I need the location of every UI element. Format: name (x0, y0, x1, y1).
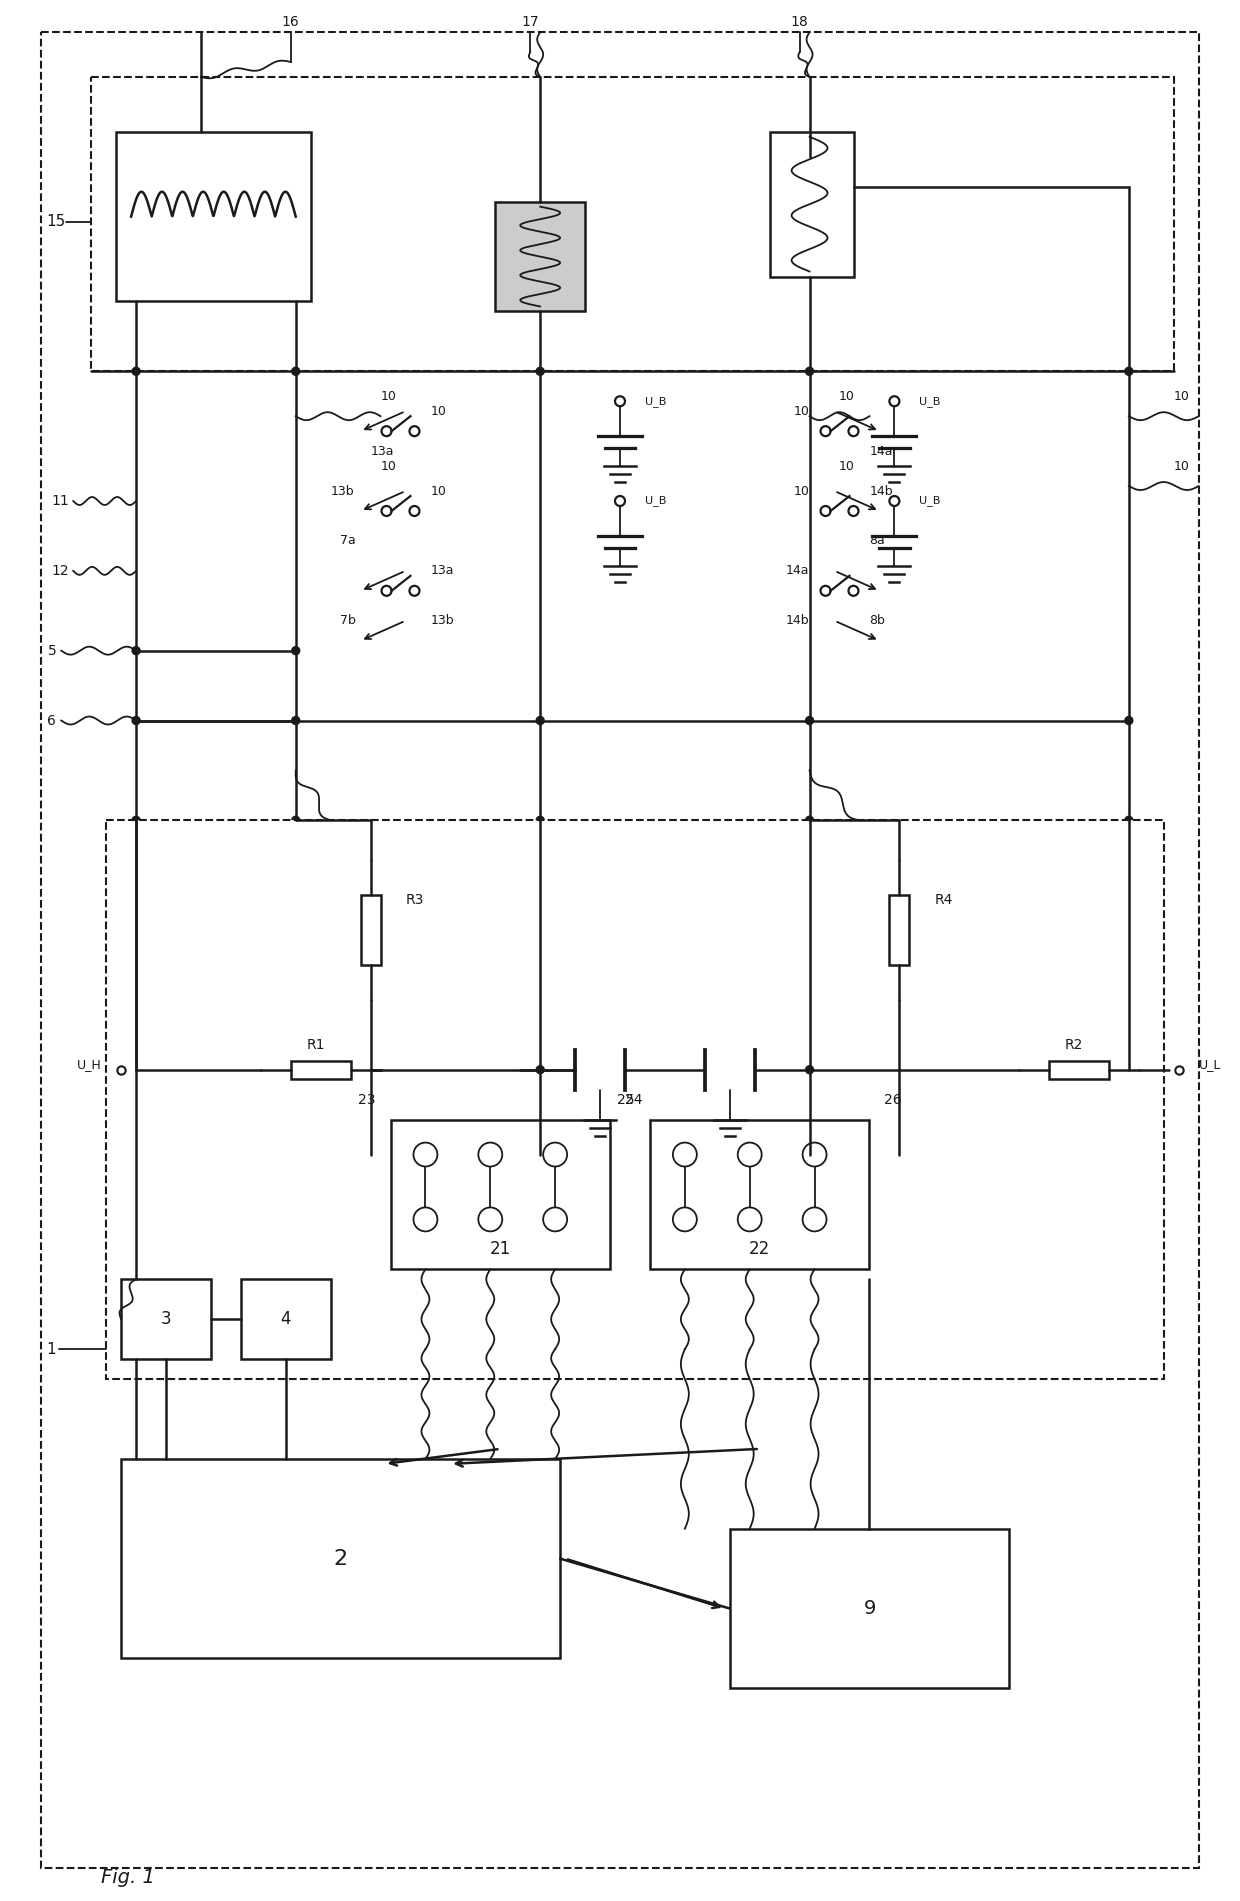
Text: 1: 1 (46, 1342, 56, 1357)
Bar (117, 131, 311, 302)
Circle shape (133, 646, 140, 654)
Text: U_B: U_B (919, 395, 941, 407)
Text: 11: 11 (52, 494, 69, 508)
Circle shape (806, 717, 813, 724)
Bar (1049, 1061, 1109, 1078)
Circle shape (536, 717, 544, 724)
Text: 14a: 14a (786, 565, 810, 578)
Text: 6: 6 (47, 713, 56, 728)
Text: U_B: U_B (919, 496, 941, 506)
Text: 7b: 7b (340, 614, 356, 627)
Text: 3: 3 (161, 1310, 171, 1329)
Text: 10: 10 (1174, 460, 1189, 473)
Text: 16: 16 (281, 15, 300, 29)
Bar (92, 76, 1174, 371)
Bar (730, 1528, 1009, 1688)
Text: 8a: 8a (869, 534, 885, 547)
Bar (391, 1120, 610, 1270)
Text: 14a: 14a (869, 445, 893, 458)
Circle shape (291, 646, 300, 654)
Text: R3: R3 (405, 893, 424, 907)
Text: 4: 4 (280, 1310, 291, 1329)
Text: 12: 12 (52, 565, 69, 578)
Bar (650, 1120, 869, 1270)
Text: 10: 10 (1174, 390, 1189, 403)
Text: 5: 5 (47, 644, 56, 658)
Text: 13b: 13b (430, 614, 454, 627)
Circle shape (1125, 717, 1133, 724)
Text: 17: 17 (521, 15, 539, 29)
Text: 2: 2 (334, 1549, 347, 1568)
Text: U_B: U_B (645, 395, 666, 407)
Text: 24: 24 (625, 1093, 642, 1106)
Text: R4: R4 (934, 893, 952, 907)
Text: 21: 21 (490, 1239, 511, 1258)
Circle shape (536, 816, 544, 825)
Text: U_B: U_B (645, 496, 666, 506)
Text: U_H: U_H (77, 1059, 102, 1072)
Circle shape (536, 1066, 544, 1074)
Text: 13b: 13b (331, 485, 355, 498)
Circle shape (806, 816, 813, 825)
Text: 10: 10 (430, 485, 446, 498)
Text: R2: R2 (1065, 1038, 1084, 1051)
Circle shape (133, 816, 140, 825)
Circle shape (1125, 367, 1133, 374)
Text: 25: 25 (618, 1093, 635, 1106)
Text: 15: 15 (47, 215, 66, 230)
Text: R1: R1 (306, 1038, 325, 1051)
Circle shape (291, 367, 300, 374)
Text: 10: 10 (430, 405, 446, 418)
Text: 10: 10 (794, 405, 810, 418)
Text: 10: 10 (381, 390, 397, 403)
Text: 14b: 14b (869, 485, 893, 498)
Bar (770, 131, 854, 276)
Text: 7a: 7a (340, 534, 356, 547)
Text: 23: 23 (358, 1093, 376, 1106)
Bar (361, 895, 381, 966)
Text: U_L: U_L (1199, 1059, 1221, 1072)
Bar (122, 1458, 560, 1658)
Circle shape (536, 367, 544, 374)
Bar (495, 202, 585, 312)
Text: 13a: 13a (371, 445, 394, 458)
Text: 14b: 14b (786, 614, 810, 627)
Bar (122, 1279, 211, 1359)
Circle shape (291, 717, 300, 724)
Text: Fig. 1: Fig. 1 (102, 1869, 155, 1888)
Bar (290, 1061, 351, 1078)
Text: 8b: 8b (869, 614, 885, 627)
Text: 18: 18 (791, 15, 808, 29)
Circle shape (806, 1066, 813, 1074)
Circle shape (133, 367, 140, 374)
Bar (107, 821, 1164, 1378)
Circle shape (291, 816, 300, 825)
Text: 26: 26 (884, 1093, 901, 1106)
Bar (889, 895, 909, 966)
Bar (241, 1279, 331, 1359)
Text: 10: 10 (838, 460, 854, 473)
Circle shape (133, 717, 140, 724)
Text: 10: 10 (794, 485, 810, 498)
Circle shape (1125, 816, 1133, 825)
Text: 10: 10 (381, 460, 397, 473)
Circle shape (806, 367, 813, 374)
Text: 13a: 13a (430, 565, 454, 578)
Text: 10: 10 (838, 390, 854, 403)
Text: 9: 9 (863, 1599, 875, 1618)
Text: 22: 22 (749, 1239, 770, 1258)
